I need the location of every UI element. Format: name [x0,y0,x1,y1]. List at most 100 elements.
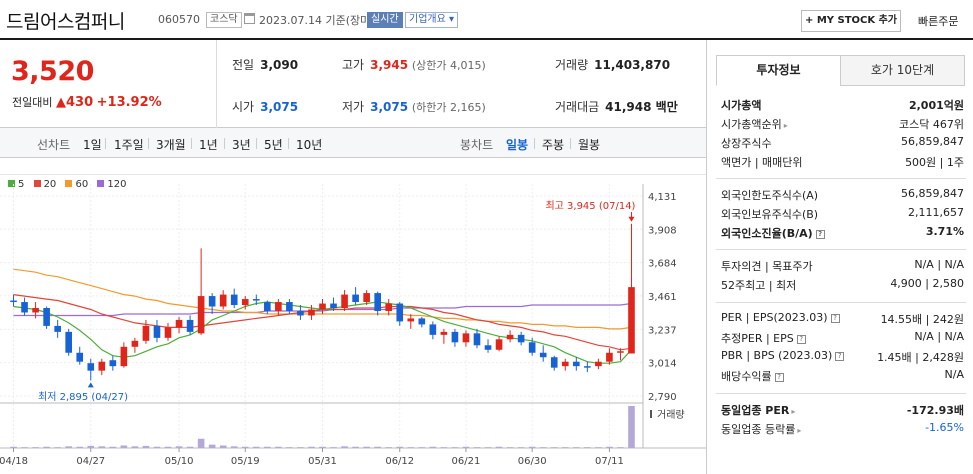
quick-order-link[interactable]: 빠른주문 [918,15,959,28]
candle-body [131,340,139,347]
candle-body [241,299,249,306]
candle-body [550,357,558,368]
tab-investment-info[interactable]: 투자정보 [716,55,841,86]
candle-body [473,333,481,346]
volume-bar [550,447,558,448]
legend-ma120-swatch [97,180,105,187]
volume-bar [451,447,459,448]
volume-bar [252,446,260,448]
chevron-right-icon: ▸ [797,426,802,435]
price-summary: 3,520 전일대비 ▲430 +13.92% 전일 3,090 고가 3,945 … [0,40,706,128]
period-3m[interactable]: 3개월 [156,138,186,152]
volume-bar [561,447,569,448]
help-icon[interactable]: ? [815,230,825,239]
prev-close-cell: 전일 3,090 [232,56,298,73]
help-icon[interactable]: ? [835,352,845,361]
volume-bar [131,446,139,448]
x-tick-label: 04/27 [76,456,105,467]
x-tick-label: 06/21 [452,456,481,467]
volume-bar [219,445,227,448]
low-arrow-icon [87,382,94,388]
info-row-market-cap: 시가총액 2,001억원 [721,97,964,116]
info-value: 2,001억원 [908,99,964,112]
x-tick-label: 06/30 [518,456,547,467]
candle-body [43,308,50,326]
legend-ma20[interactable]: 20 [33,179,56,190]
period-10y[interactable]: 10년 [296,138,323,152]
help-icon[interactable]: ? [796,335,806,344]
base-date: 2023.07.14 기준(장마감) [259,14,385,27]
help-icon[interactable]: ? [830,314,840,323]
info-value: 1.45배 | 2,428원 [877,351,964,364]
info-key: 외국인소진율(B/A)? [721,225,825,241]
candle-body [385,303,393,311]
period-5y[interactable]: 5년 [264,138,283,152]
volume-bar [462,446,470,448]
volume-bar [374,446,381,448]
divider [716,302,966,303]
info-key-label: 배당수익률 [721,370,772,383]
info-key-label: PBR | BPS (2023.03) [721,349,833,362]
info-key: PER | EPS(2023.03)? [721,311,840,324]
upper-limit: (상한가 4,015) [411,59,486,72]
y-tick-label: 4,131 [648,192,677,203]
period-3y[interactable]: 3년 [232,138,251,152]
chevron-down-icon: ▾ [445,14,455,25]
info-tabs: 투자정보 호가 10단계 [716,55,966,86]
tab-orderbook[interactable]: 호가 10단계 [840,55,965,86]
period-1y[interactable]: 1년 [199,138,218,152]
candle-weekly[interactable]: 주봉 [542,138,565,152]
change-rate: +13.92% [96,95,162,110]
info-row-opinion: 투자의견 | 목표주가 N/A | N/A [721,258,964,277]
legend-ma60[interactable]: 60 [65,179,88,190]
candle-body [330,303,337,309]
info-key: 52주최고 | 최저 [721,279,797,292]
info-row-per: PER | EPS(2023.03)? 14.55배 | 242원 [721,311,964,330]
period-1w[interactable]: 1주일 [114,138,144,152]
volume-bar [418,447,426,448]
x-tick-label: 07/11 [595,456,624,467]
info-key: 추정PER | EPS? [721,330,806,346]
volume-bar [297,447,304,448]
change-amount: 430 [65,95,94,110]
candle-daily[interactable]: 일봉 [506,138,529,152]
volume-bar [440,447,448,448]
high-arrow-icon [628,216,635,222]
price-chart[interactable]: 5 20 60 120 4,131 3,908 3,684 3,461 3,237 3,0… [0,174,706,474]
info-key: 외국인한도주식수(A) [721,189,819,202]
open-value: 3,075 [260,100,299,114]
volume-label: 거래량 [555,58,589,72]
candle-body [87,363,95,371]
period-1d[interactable]: 1일 [83,138,102,152]
candle-body [109,360,117,367]
info-row-foreign-ratio: 외국인소진율(B/A)? 3.71% [721,225,964,244]
candle-monthly[interactable]: 월봉 [578,138,601,152]
info-key: 동일업종 등락률 ▸ [721,421,801,437]
legend-ma5[interactable]: 5 [8,179,24,190]
candle-body [252,299,260,301]
volume-bar [407,447,415,448]
info-value: 56,859,847 [901,187,964,200]
volume-bar [32,447,39,448]
legend-ma120[interactable]: 120 [97,179,127,190]
add-mystock-button[interactable]: + MY STOCK 추가 [801,10,901,32]
info-row-foreign-holding: 외국인보유주식수(B) 2,111,657 [721,206,964,225]
low-value: 3,075 [370,100,409,114]
candle-body [407,318,415,322]
stock-header: 드림어스컴퍼니 060570 코스닥 2023.07.14 기준(장마감) 실시… [0,0,973,40]
candle-body [352,294,359,303]
realtime-button[interactable]: 실시간 [367,12,403,28]
candle-body [628,287,635,354]
candle-body [418,318,426,325]
candle-body [65,331,73,353]
volume-bar [606,446,613,448]
volume-bar [330,447,337,448]
volume-bar [319,446,326,448]
candle-body [539,352,547,358]
current-price: 3,520 [11,56,94,87]
volume-bar [87,445,95,448]
company-overview-dropdown[interactable]: 기업개요 ▾ [405,12,459,28]
help-icon[interactable]: ? [774,373,784,382]
candle-body [528,342,536,353]
volume-bar [142,445,150,448]
